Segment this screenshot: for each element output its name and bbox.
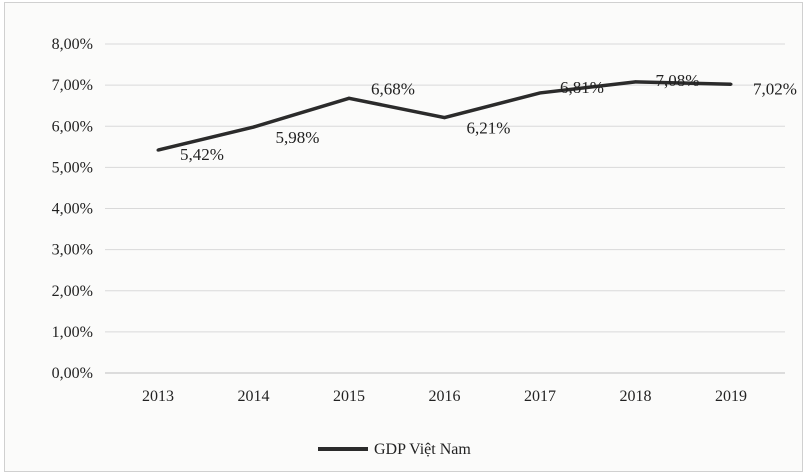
series-lines xyxy=(156,80,733,152)
data-label: 5,42% xyxy=(180,145,224,164)
y-axis-tick-labels: 0,00% 1,00% 2,00% 3,00% 4,00% 5,00% 6,00% 7,00%… xyxy=(52,36,93,382)
data-point xyxy=(347,96,351,100)
x-axis-tick-labels: 2013 2014 2015 2016 2017 2018 2019 xyxy=(142,388,747,405)
data-point xyxy=(538,91,542,95)
grid-lines xyxy=(105,43,785,374)
data-point xyxy=(156,148,160,152)
chart-frame xyxy=(4,2,803,472)
data-point xyxy=(252,125,255,129)
x-tick-label: 2018 xyxy=(620,388,652,405)
y-tick-label: 3,00% xyxy=(52,242,93,259)
data-label: 6,21% xyxy=(467,119,511,138)
data-label: 5,98% xyxy=(276,128,320,147)
series-line-gdp xyxy=(157,80,732,152)
y-tick-label: 5,00% xyxy=(52,159,93,176)
legend-label: GDP Việt Nam xyxy=(374,441,471,458)
data-label: 7,08% xyxy=(656,71,700,90)
legend: GDP Việt Nam xyxy=(318,441,471,458)
x-tick-label: 2014 xyxy=(238,388,270,405)
data-label: 7,02% xyxy=(753,79,797,98)
x-tick-label: 2017 xyxy=(524,388,556,405)
x-tick-label: 2013 xyxy=(142,388,174,405)
y-tick-label: 8,00% xyxy=(52,36,93,53)
y-tick-label: 7,00% xyxy=(52,77,93,94)
data-point xyxy=(729,82,733,86)
data-point xyxy=(634,80,637,84)
x-tick-label: 2016 xyxy=(429,388,461,405)
x-tick-label: 2019 xyxy=(715,388,747,405)
data-point xyxy=(443,116,446,120)
x-tick-label: 2015 xyxy=(333,388,365,405)
y-tick-label: 6,00% xyxy=(52,118,93,135)
data-label: 6,81% xyxy=(560,78,604,97)
y-tick-label: 0,00% xyxy=(52,365,93,382)
y-tick-label: 1,00% xyxy=(52,324,93,341)
y-tick-label: 2,00% xyxy=(52,283,93,300)
data-label: 6,68% xyxy=(371,79,415,98)
data-labels: 5,42% 5,98% 6,68% 6,21% 6,81% 7,08% 7,02% xyxy=(180,71,797,164)
y-tick-label: 4,00% xyxy=(52,201,93,218)
